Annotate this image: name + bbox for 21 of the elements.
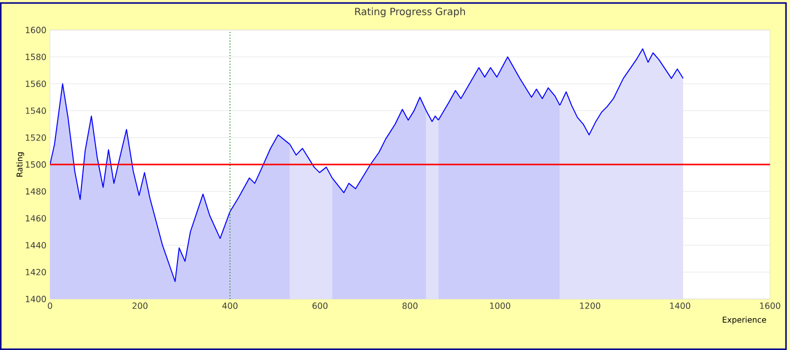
x-tick-label: 600	[312, 302, 328, 309]
y-tick-label: 1560	[26, 80, 46, 88]
x-tick-label: 1200	[580, 302, 600, 309]
x-tick-label: 1000	[490, 302, 510, 309]
y-tick-label: 1440	[26, 242, 46, 248]
y-tick-label: 1420	[26, 268, 46, 276]
y-tick-label: 1480	[26, 188, 46, 195]
y-tick-label: 1580	[26, 54, 46, 60]
x-tick-label: 1400	[670, 302, 690, 309]
y-tick-label: 1400	[26, 296, 46, 302]
y-tick-label: 1500	[26, 161, 46, 168]
y-tick-label: 1520	[26, 134, 46, 141]
y-tick-label: 1460	[26, 215, 46, 222]
chart-title: Rating Progress Graph	[355, 8, 465, 18]
x-tick-label: 400	[222, 302, 238, 309]
x-tick-label: 1600	[760, 302, 780, 309]
x-tick-label: 0	[48, 302, 52, 309]
y-tick-label: 1540	[26, 108, 46, 114]
y-tick-label: 1600	[26, 26, 46, 34]
x-tick-label: 800	[402, 302, 418, 309]
x-tick-label: 200	[132, 302, 148, 309]
